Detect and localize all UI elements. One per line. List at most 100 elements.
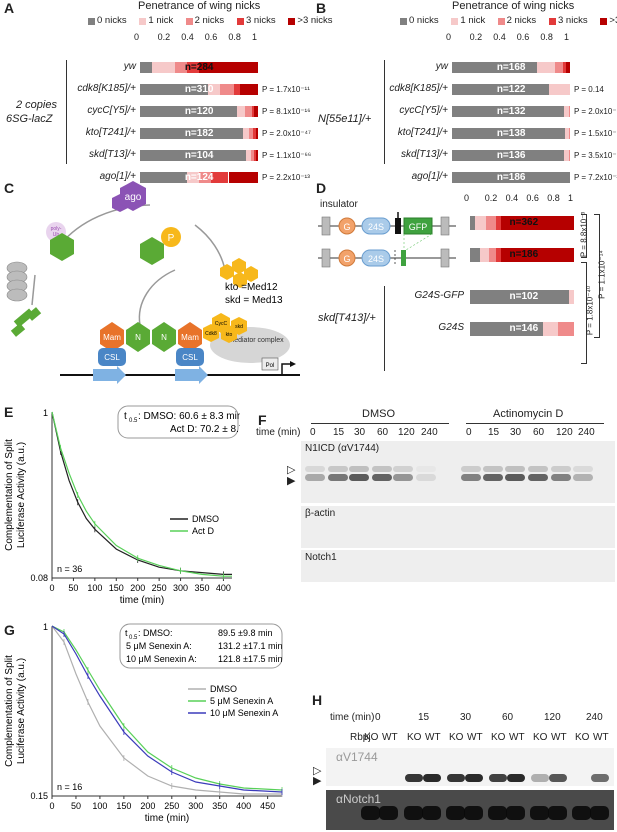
- bar-segment-2: [250, 150, 255, 161]
- annotation-line-1: : DMSO: 60.6 ± 8.3 min: [138, 411, 240, 422]
- x-tick-label: 300: [188, 801, 203, 811]
- annotation-row-value-2: 121.8 ±17.5 min: [218, 654, 282, 664]
- bar-segment-4: [254, 106, 258, 117]
- stacked-bar: n=122: [452, 84, 570, 95]
- tick-label: 0.4: [181, 32, 194, 42]
- x-tick-label: 450: [260, 801, 275, 811]
- stacked-bar: n=186: [452, 172, 570, 183]
- x-tick-label: 300: [173, 583, 188, 593]
- x-tick-label: 250: [164, 801, 179, 811]
- bar-segment-2: [248, 128, 254, 139]
- panel-h-time-label: time (min): [330, 712, 375, 723]
- panel-a-group-label-2: 6SG-lacZ: [6, 113, 53, 125]
- genotype-ko: KO: [491, 732, 506, 743]
- panel-a-legend: 0 nicks 1 nick 2 nicks 3 nicks >3 nicks: [88, 15, 333, 27]
- tick-label: 1: [568, 193, 574, 203]
- legend-label-3: 3 nicks: [246, 15, 276, 26]
- p-circle: [161, 227, 181, 247]
- genotype-wt: WT: [382, 732, 398, 743]
- bar-segment-4: [501, 248, 574, 262]
- bar-segment-4: [228, 172, 258, 183]
- n-label: n=102: [509, 291, 539, 302]
- genotype-ko: KO: [533, 732, 548, 743]
- blot-notch1-f: [301, 550, 615, 582]
- mam-hexagon-right: [178, 322, 202, 352]
- n-label: n=186: [509, 249, 539, 260]
- bar-segment-2: [488, 248, 496, 262]
- x-tick-label: 400: [216, 583, 231, 593]
- bar-segment-3: [562, 62, 567, 73]
- svg-text:24S: 24S: [368, 222, 384, 232]
- genotype-label: cycC[Y5]/+: [399, 105, 448, 116]
- tick-label: 0.6: [526, 193, 539, 203]
- bar-segment-3: [252, 106, 255, 117]
- p-value: P = 7.2x10⁻²¹: [574, 173, 617, 182]
- bar-segment-2: [199, 172, 211, 183]
- panel-d-group-label: skd[T413]/+: [318, 312, 376, 324]
- stacked-bar: n=104: [140, 150, 258, 161]
- tick-label: 0.8: [228, 32, 241, 42]
- legend-label-1: 1 nick: [148, 15, 174, 26]
- p-value: P = 2.0x10⁻⁵: [574, 107, 617, 116]
- kto-equation: kto =Med12: [225, 282, 278, 293]
- y-axis-label-2: Luciferase Activity (a.u.): [16, 658, 27, 764]
- svg-text:GFP: GFP: [409, 222, 428, 232]
- legend-swatch-4: [288, 18, 296, 25]
- genotype-wt: WT: [509, 732, 525, 743]
- n-label: n=186: [496, 171, 526, 183]
- tick-label: 0.6: [204, 32, 218, 42]
- skd-equation: skd = Med13: [225, 295, 283, 306]
- svg-text:Mediator complex: Mediator complex: [228, 337, 284, 344]
- bar-segment-3: [187, 62, 199, 73]
- stacked-bar: n=284: [140, 62, 258, 73]
- genotype-label: ago[1]/+: [411, 171, 448, 182]
- blot-actin: [301, 506, 615, 548]
- bar-segment-0: [140, 150, 247, 161]
- n-label: n=138: [496, 127, 526, 139]
- bar-segment-0: [452, 150, 565, 161]
- time-label: 0: [310, 427, 316, 438]
- csl-right: [176, 348, 204, 366]
- y-axis-label-2: Luciferase Activity (a.u.): [16, 442, 27, 548]
- legend-label-3: 3 nicks: [558, 15, 588, 26]
- x-tick-label: 100: [87, 583, 102, 593]
- bar-segment-0: [470, 248, 481, 262]
- svg-text:N: N: [161, 333, 167, 342]
- stacked-bar: n=362: [470, 216, 574, 230]
- panel-b-chart: yw n=168 cdk8[K185]/+ n=122 P = 0.14 cycC[Y5]…: [0, 44, 617, 183]
- bar-segment-3: [234, 84, 241, 95]
- tick-label: 0.6: [516, 32, 530, 42]
- panel-b-title: Penetrance of wing nicks: [452, 0, 575, 12]
- panel-b-legend: 0 nicks 1 nick 2 nicks 3 nicks >3 nicks: [400, 15, 617, 27]
- genotype-wt: WT: [551, 732, 567, 743]
- panel-d-divider: [384, 286, 385, 371]
- tick-label: 0.4: [505, 193, 519, 203]
- x-axis-label: time (min): [120, 595, 164, 606]
- stacked-bar: n=310: [140, 84, 258, 95]
- stacked-bar: n=182: [140, 128, 258, 139]
- bar-segment-4: [255, 150, 258, 161]
- bar-segment-1: [236, 106, 245, 117]
- svg-text:poly-: poly-: [51, 226, 62, 232]
- time-label: 120: [544, 712, 561, 723]
- svg-text:P: P: [168, 233, 175, 244]
- legend-label-0: DMSO: [210, 684, 237, 694]
- x-tick-label: 50: [68, 583, 78, 593]
- bar-segment-2: [245, 106, 253, 117]
- annotation-t: t: [125, 628, 128, 638]
- panel-d-pval-1: P = 8.8x10⁻³: [579, 211, 589, 258]
- legend-label-1: 5 μM Senexin A: [210, 696, 273, 706]
- panel-f-group1-line: [311, 423, 449, 424]
- genotype-ko: KO: [407, 732, 422, 743]
- x-axis-label: time (min): [145, 813, 189, 824]
- bar-segment-1: [480, 248, 489, 262]
- annotation-t: t: [124, 411, 127, 422]
- bar-segment-2: [558, 322, 574, 336]
- p-value: P = 1.5x10⁻⁵: [574, 129, 617, 138]
- bar-segment-0: [470, 216, 476, 230]
- n-label: n=362: [509, 217, 539, 228]
- tick-label: 0.4: [493, 32, 506, 42]
- bar-segment-1: [568, 290, 574, 304]
- n-label: n = 36: [57, 564, 82, 574]
- time-label: 120: [556, 427, 573, 438]
